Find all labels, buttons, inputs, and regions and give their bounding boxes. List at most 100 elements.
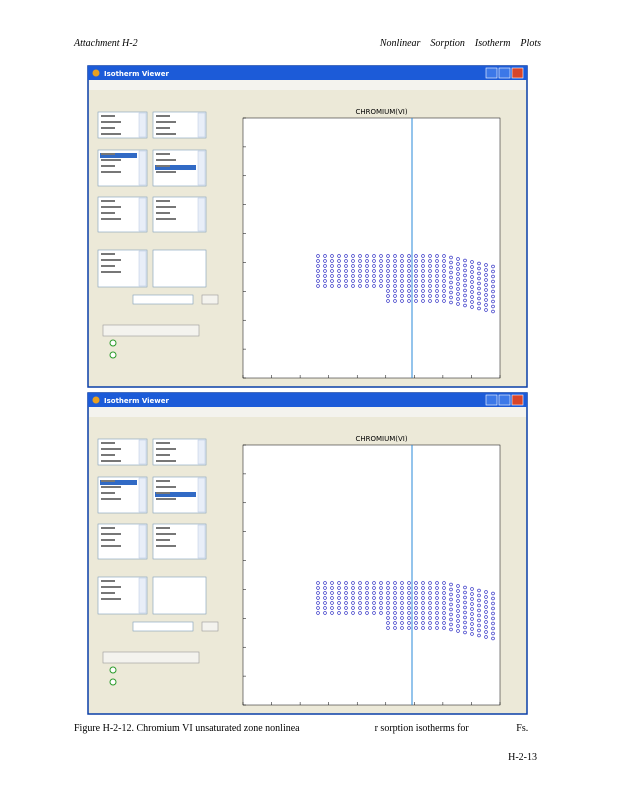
scatter-glyph <box>435 299 439 303</box>
scatter-glyph <box>428 586 432 590</box>
scatter-glyph <box>365 601 369 605</box>
scatter-glyph <box>463 268 467 273</box>
scatter-glyph <box>442 616 446 620</box>
scatter-glyph <box>463 615 467 620</box>
scatter-glyph <box>316 596 320 600</box>
scatter-glyph <box>344 269 348 273</box>
listbox-item <box>101 533 121 535</box>
scatter-glyph <box>442 601 446 605</box>
scatter-glyph <box>491 289 495 294</box>
window-button[interactable] <box>498 394 511 406</box>
plot-title: CHROMIUM(VI) <box>355 435 407 443</box>
small-button[interactable] <box>201 294 219 305</box>
listbox-item <box>156 115 170 117</box>
scatter-glyph <box>330 274 334 278</box>
listbox-item <box>101 271 121 273</box>
scatter-glyph <box>435 601 439 605</box>
scatter-glyph <box>400 586 404 590</box>
scatter-glyph <box>372 581 376 585</box>
scatter-glyph <box>351 596 355 600</box>
radio-button[interactable] <box>109 678 117 686</box>
scatter-glyph <box>407 289 411 293</box>
listbox-item <box>101 539 115 541</box>
scatter-glyph <box>484 595 488 599</box>
scatter-glyph <box>456 629 460 633</box>
scatter-glyph <box>407 601 411 605</box>
scatter-glyph <box>337 596 341 600</box>
scatter-glyph <box>414 284 418 288</box>
listbox-item <box>156 460 176 462</box>
scatter-glyph <box>449 617 453 622</box>
scatter-glyph <box>414 621 418 625</box>
scatter-glyph <box>351 606 355 610</box>
radio-button[interactable] <box>109 339 117 347</box>
scatter-glyph <box>477 618 481 623</box>
scatter-glyph <box>456 589 460 593</box>
scatter-glyph <box>337 611 341 615</box>
push-button[interactable] <box>102 324 200 337</box>
listbox-item <box>156 486 176 488</box>
scatter-glyph <box>449 270 453 275</box>
scatter-glyph <box>470 280 474 284</box>
window-button[interactable] <box>485 394 498 406</box>
scatter-glyph <box>463 278 467 283</box>
radio-button[interactable] <box>109 666 117 674</box>
scatter-glyph <box>414 269 418 273</box>
scatter-glyph <box>435 279 439 283</box>
window-button[interactable] <box>498 67 511 79</box>
listbox-item <box>101 498 121 500</box>
listbox-item <box>156 127 170 129</box>
scatter-glyph <box>330 259 334 263</box>
dropdown[interactable] <box>132 294 194 305</box>
scatter-glyph <box>386 586 390 590</box>
scatter-glyph <box>393 596 397 600</box>
listbox-item <box>156 171 176 173</box>
scatter-glyph <box>463 258 467 263</box>
scatter-glyph <box>435 289 439 293</box>
listbox <box>152 576 207 615</box>
dropdown[interactable] <box>132 621 194 632</box>
scatter-glyph <box>407 626 411 630</box>
listbox-item <box>101 454 115 456</box>
scatter-glyph <box>435 254 439 258</box>
scatter-glyph <box>477 261 481 266</box>
scatter-glyph <box>330 606 334 610</box>
scatter-glyph <box>323 279 327 283</box>
scatter-glyph <box>463 263 467 268</box>
scatter-glyph <box>372 611 376 615</box>
scatter-glyph <box>337 591 341 595</box>
scatter-glyph <box>442 254 446 258</box>
scatter-glyph <box>351 264 355 268</box>
radio-button[interactable] <box>109 351 117 359</box>
scatter-glyph <box>414 591 418 595</box>
scatter-glyph <box>407 279 411 283</box>
scatter-glyph <box>351 269 355 273</box>
figure-caption: Figure H-2-12. Chromium VI unsaturated z… <box>74 723 528 734</box>
listbox-item <box>101 492 115 494</box>
scatter-glyph <box>463 288 467 293</box>
listbox-item <box>156 200 170 202</box>
scatter-glyph <box>414 616 418 620</box>
scatter-glyph <box>407 606 411 610</box>
scatter-glyph <box>421 586 425 590</box>
push-button[interactable] <box>102 651 200 664</box>
window-button[interactable] <box>511 67 524 79</box>
window-title: Isotherm Viewer <box>104 397 169 405</box>
scatter-glyph <box>491 626 495 631</box>
scatter-glyph <box>351 581 355 585</box>
scatter-glyph <box>477 281 481 286</box>
scatter-glyph <box>344 284 348 288</box>
scatter-glyph <box>407 254 411 258</box>
listbox-item <box>156 448 176 450</box>
scatter-glyph <box>400 581 404 585</box>
scatter-glyph <box>330 284 334 288</box>
scatter-glyph <box>428 269 432 273</box>
scatter-glyph <box>428 259 432 263</box>
window-button[interactable] <box>485 67 498 79</box>
scatter-glyph <box>449 612 453 617</box>
scatter-glyph <box>379 606 383 610</box>
window-button[interactable] <box>511 394 524 406</box>
small-button[interactable] <box>201 621 219 632</box>
listbox-item <box>101 486 121 488</box>
scatter-glyph <box>358 581 362 585</box>
